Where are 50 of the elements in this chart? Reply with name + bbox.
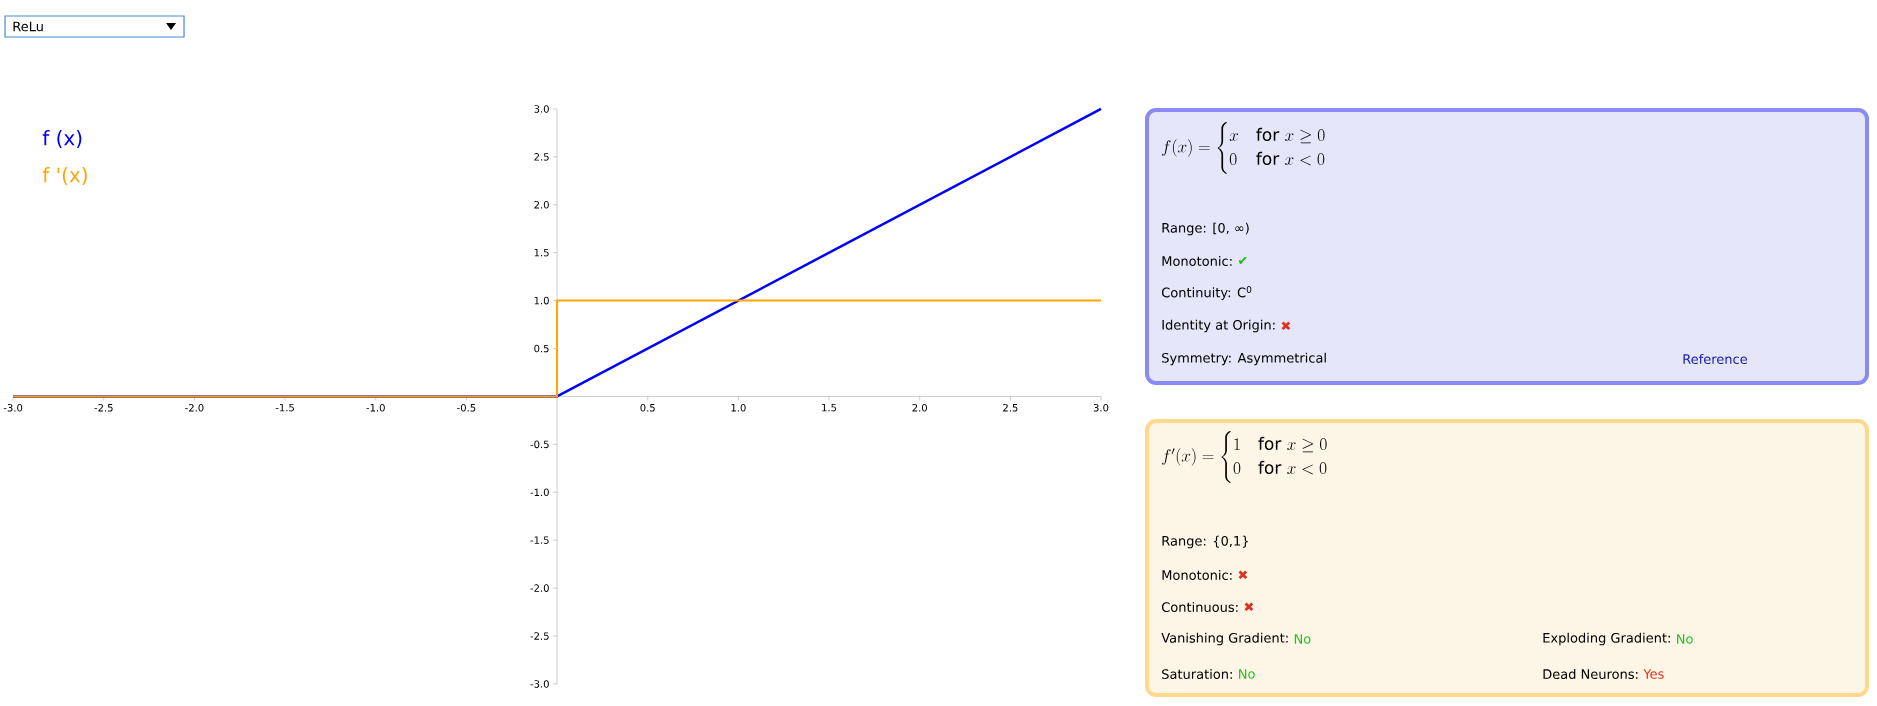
text: Reference xyxy=(1683,353,1748,365)
y-tick-label: -3.0 xyxy=(530,680,549,688)
text: ReLu xyxy=(13,21,43,32)
text: No xyxy=(1677,634,1693,644)
y-tick-label: 0.5 xyxy=(534,344,549,353)
text: Saturation: xyxy=(1162,668,1232,680)
text: Continuous: xyxy=(1161,601,1238,613)
text: $f(x) = \begin{cases} x & \text{for } x \geq 0 \\ 0 & \text{for } x < 0 \end{cases}$ xyxy=(1162,122,1325,174)
text: No xyxy=(1239,669,1255,679)
text: Identity at Origin: xyxy=(1162,319,1275,333)
text: ✖ xyxy=(1281,321,1291,331)
x-tick-label: -2.0 xyxy=(185,403,204,412)
y-tick-label: -2.0 xyxy=(530,584,549,592)
y-tick-label: 1.5 xyxy=(534,248,549,257)
x-tick-label: 2.5 xyxy=(1003,403,1018,412)
x-tick-label: -0.5 xyxy=(457,403,476,412)
text: ✖ xyxy=(1238,570,1248,580)
x-tick-label: -1.5 xyxy=(275,403,294,412)
y-tick-label: 2.5 xyxy=(534,153,549,161)
y-tick-label: 3.0 xyxy=(534,105,549,113)
text: ✖ xyxy=(1244,602,1254,612)
y-tick-label: 1.0 xyxy=(534,296,549,305)
x-tick-label: 1.0 xyxy=(731,403,746,412)
text: $f'(x) = \begin{cases} 1 & \text{for } x \geq 0 \\ 0 & \text{for } x < 0 \end{cases}$ xyxy=(1162,431,1327,483)
text: No xyxy=(1294,634,1311,644)
text: Range: {0,1} xyxy=(1162,535,1248,549)
x-tick-label: 0.5 xyxy=(640,403,655,412)
text: f (x) xyxy=(42,130,82,148)
text: Vanishing Gradient: xyxy=(1161,632,1288,646)
y-tick-label: -1.5 xyxy=(530,536,549,544)
x-tick-label: 2.0 xyxy=(912,403,927,412)
text: Symmetry: Asymmetrical xyxy=(1162,352,1326,366)
y-tick-label: -0.5 xyxy=(530,440,549,449)
x-tick-label: -3.0 xyxy=(3,403,23,412)
x-tick-label: -1.0 xyxy=(366,403,385,412)
x-tick-label: -2.5 xyxy=(94,403,113,412)
text: Monotonic: xyxy=(1162,569,1232,581)
text: Continuity: C$^{0}$ xyxy=(1161,286,1252,300)
text: Exploding Gradient: xyxy=(1543,632,1670,646)
text: f '(x) xyxy=(42,167,87,185)
y-tick-label: -2.5 xyxy=(530,632,549,640)
y-tick-label: 2.0 xyxy=(534,200,549,209)
text: Range: [0, ∞) xyxy=(1162,222,1249,236)
x-tick-label: 1.5 xyxy=(822,403,837,412)
y-tick-label: -1.0 xyxy=(530,488,549,497)
text: Dead Neurons: xyxy=(1543,668,1638,680)
text: ✔ xyxy=(1238,256,1247,264)
x-tick-label: 3.0 xyxy=(1093,403,1109,412)
text: Yes xyxy=(1643,669,1664,679)
text: Monotonic: xyxy=(1162,255,1232,267)
